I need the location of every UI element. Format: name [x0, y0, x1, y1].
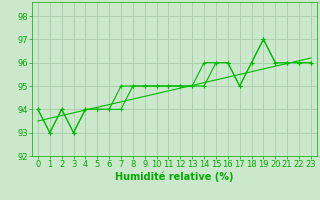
X-axis label: Humidité relative (%): Humidité relative (%) — [115, 172, 234, 182]
